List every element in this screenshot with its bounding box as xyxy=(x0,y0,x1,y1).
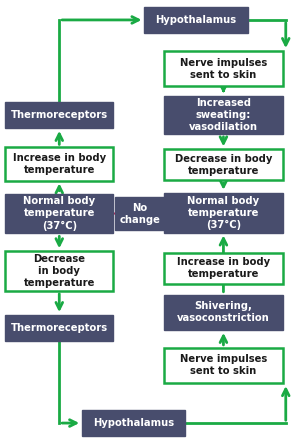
FancyBboxPatch shape xyxy=(144,7,248,33)
FancyBboxPatch shape xyxy=(5,102,113,128)
Text: No
change: No change xyxy=(119,202,160,225)
FancyBboxPatch shape xyxy=(164,193,283,233)
FancyBboxPatch shape xyxy=(5,315,113,341)
FancyBboxPatch shape xyxy=(115,197,165,230)
Text: Thermoreceptors: Thermoreceptors xyxy=(11,323,108,333)
Text: Thermoreceptors: Thermoreceptors xyxy=(11,110,108,120)
FancyBboxPatch shape xyxy=(5,194,113,233)
FancyBboxPatch shape xyxy=(5,251,113,291)
Text: Shivering,
vasoconstriction: Shivering, vasoconstriction xyxy=(177,301,270,323)
FancyBboxPatch shape xyxy=(164,253,283,284)
Text: Normal body
temperature
(37°C): Normal body temperature (37°C) xyxy=(187,196,260,229)
FancyBboxPatch shape xyxy=(164,149,283,180)
Text: Decrease
in body
temperature: Decrease in body temperature xyxy=(24,254,95,288)
FancyBboxPatch shape xyxy=(164,348,283,383)
Text: Increased
sweating:
vasodilation: Increased sweating: vasodilation xyxy=(189,98,258,132)
Text: Increase in body
temperature: Increase in body temperature xyxy=(177,257,270,279)
FancyBboxPatch shape xyxy=(164,295,283,330)
Text: Hypothalamus: Hypothalamus xyxy=(156,15,237,25)
FancyBboxPatch shape xyxy=(5,148,113,181)
FancyBboxPatch shape xyxy=(164,51,283,86)
Text: Hypothalamus: Hypothalamus xyxy=(93,418,174,428)
Text: Nerve impulses
sent to skin: Nerve impulses sent to skin xyxy=(180,58,267,80)
Text: Increase in body
temperature: Increase in body temperature xyxy=(13,153,106,175)
FancyBboxPatch shape xyxy=(82,410,185,436)
FancyBboxPatch shape xyxy=(164,97,283,134)
Text: Nerve impulses
sent to skin: Nerve impulses sent to skin xyxy=(180,354,267,377)
Text: Normal body
temperature
(37°C): Normal body temperature (37°C) xyxy=(23,197,95,230)
Text: Decrease in body
temperature: Decrease in body temperature xyxy=(175,154,272,176)
